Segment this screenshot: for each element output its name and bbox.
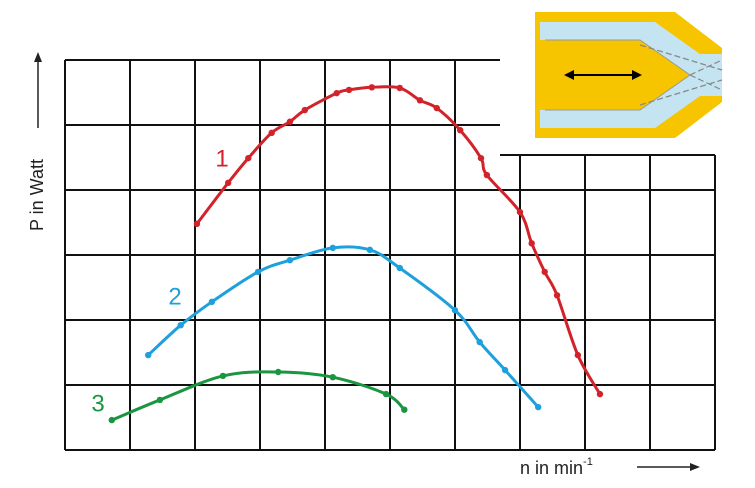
data-point bbox=[553, 292, 561, 299]
data-point bbox=[457, 127, 464, 134]
data-point bbox=[366, 246, 374, 253]
data-point bbox=[333, 89, 340, 97]
data-point bbox=[286, 118, 294, 125]
data-point bbox=[401, 406, 408, 413]
x-axis-arrowhead bbox=[690, 463, 700, 471]
data-point bbox=[193, 220, 201, 227]
data-point bbox=[416, 97, 424, 104]
data-point bbox=[574, 351, 582, 359]
inset-diagram bbox=[535, 12, 723, 138]
data-point bbox=[483, 171, 491, 179]
data-point bbox=[528, 240, 535, 247]
data-point bbox=[382, 390, 390, 398]
data-point bbox=[451, 307, 459, 314]
data-point bbox=[535, 403, 542, 411]
data-point bbox=[433, 104, 440, 112]
series-line bbox=[111, 370, 406, 422]
data-point bbox=[208, 298, 216, 305]
data-point bbox=[108, 416, 116, 424]
x-axis-label-text: n in min bbox=[520, 458, 583, 478]
y-axis-arrowhead bbox=[34, 52, 42, 62]
data-point bbox=[368, 84, 375, 91]
data-point bbox=[268, 129, 275, 136]
data-point bbox=[224, 179, 232, 187]
x-axis-label: n in min-1 bbox=[520, 456, 593, 478]
data-point bbox=[329, 374, 336, 381]
data-point bbox=[254, 268, 262, 276]
data-point bbox=[177, 322, 184, 329]
y-axis-label: P in Watt bbox=[27, 159, 47, 231]
data-point bbox=[541, 268, 548, 276]
series-line bbox=[147, 245, 540, 409]
data-point bbox=[301, 106, 309, 114]
x-axis-label-superscript: -1 bbox=[583, 456, 593, 468]
series-label: 3 bbox=[91, 390, 104, 417]
data-point bbox=[145, 351, 152, 359]
data-point bbox=[396, 264, 403, 272]
data-point bbox=[596, 390, 604, 398]
series-label: 2 bbox=[168, 283, 181, 310]
data-point bbox=[219, 372, 227, 380]
data-point bbox=[477, 154, 485, 162]
data-point bbox=[275, 368, 282, 376]
data-point bbox=[516, 208, 524, 216]
data-point bbox=[329, 244, 336, 252]
data-point bbox=[156, 396, 164, 404]
data-point bbox=[396, 84, 403, 92]
series-label: 1 bbox=[215, 145, 228, 172]
data-point bbox=[286, 257, 294, 264]
data-point bbox=[245, 154, 252, 162]
grid bbox=[64, 59, 716, 451]
data-point bbox=[345, 86, 353, 94]
data-point bbox=[476, 338, 483, 346]
data-point bbox=[501, 366, 509, 374]
